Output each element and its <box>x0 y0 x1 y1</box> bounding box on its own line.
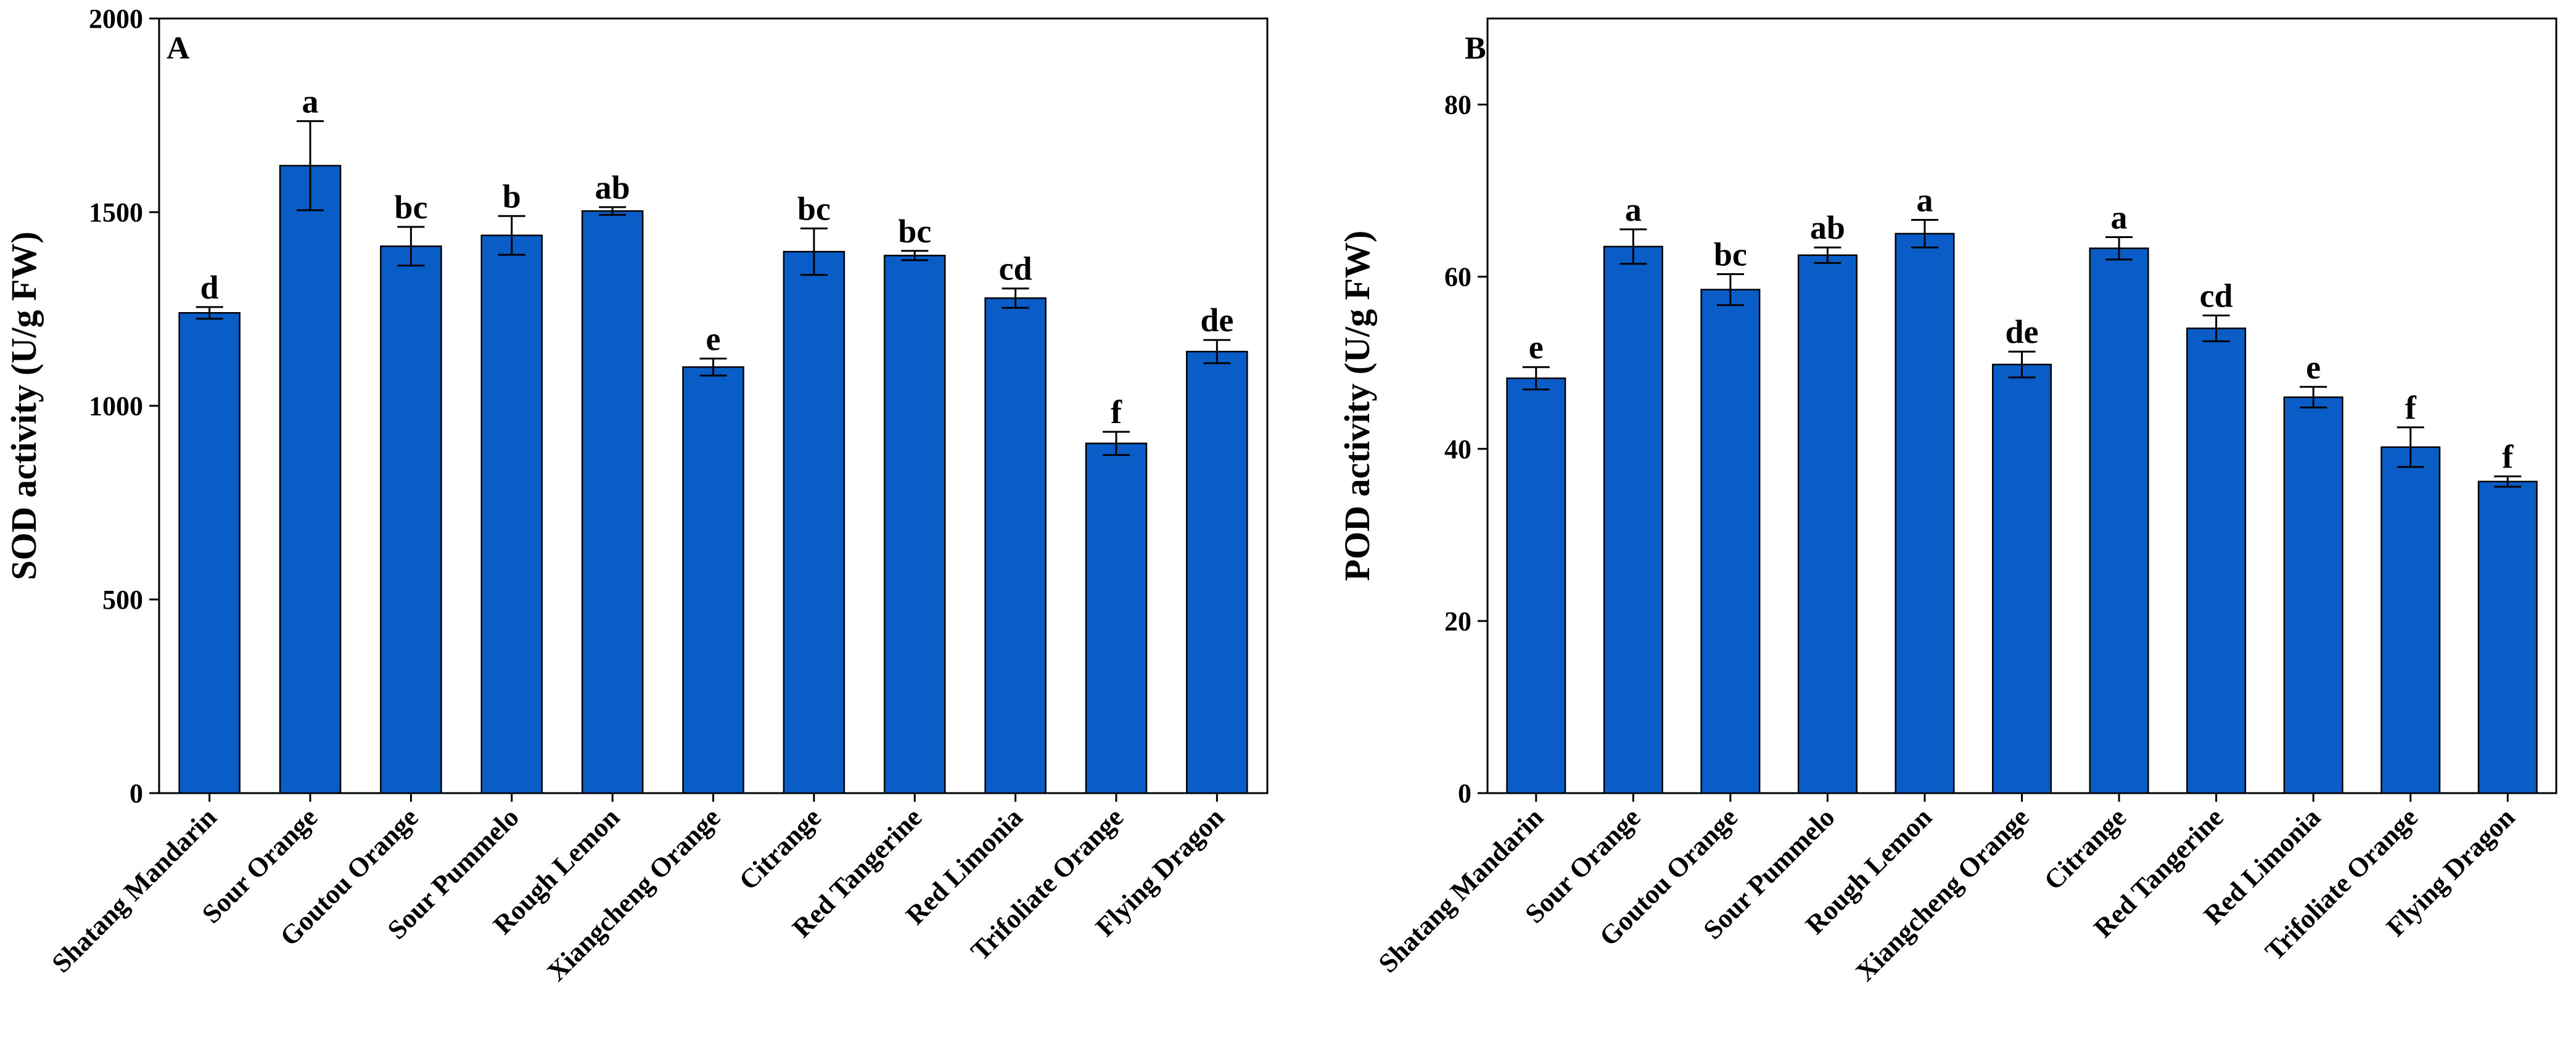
bar <box>1085 442 1148 794</box>
bar <box>279 165 342 794</box>
significance-label: bc <box>797 190 831 227</box>
bar <box>1700 289 1761 794</box>
bar <box>2186 327 2247 794</box>
bar <box>682 366 744 794</box>
bar <box>2381 446 2441 794</box>
bar <box>1506 377 1566 794</box>
significance-label: ab <box>1810 209 1845 246</box>
bar <box>178 312 241 794</box>
significance-label: bc <box>394 189 427 226</box>
category-label: Xiangcheng Orange <box>541 802 726 987</box>
significance-label: f <box>2405 389 2417 426</box>
bar <box>380 245 442 794</box>
chart-b-pod-activity: 0 20 40 60 80 POD activity (U/g FW) Be Shatang … <box>1337 17 2557 987</box>
significance-label: a <box>1625 191 1642 228</box>
significance-label: ab <box>595 169 630 206</box>
bar <box>1991 363 2052 794</box>
y-tick-label: 1500 <box>89 197 143 228</box>
y-tick-label: 500 <box>102 585 143 615</box>
bar <box>883 255 946 794</box>
significance-label: f <box>1111 393 1122 430</box>
panel-letter: A <box>167 31 190 66</box>
bar <box>581 210 644 794</box>
bar <box>2089 247 2149 794</box>
bar <box>480 234 543 794</box>
significance-label: a <box>1916 182 1933 219</box>
panel-letter: B <box>1465 31 1486 66</box>
bar <box>783 250 846 794</box>
significance-label: de <box>1200 302 1233 339</box>
y-tick-label: 0 <box>130 778 143 809</box>
y-tick-label: 0 <box>1458 778 1471 809</box>
category-label: Shatang Mandarin <box>46 802 223 978</box>
significance-label: d <box>200 269 219 306</box>
significance-label: a <box>2111 199 2128 236</box>
significance-label: cd <box>2200 277 2233 314</box>
significance-label: de <box>2006 313 2039 350</box>
y-tick-label: 60 <box>1444 262 1471 292</box>
significance-label: e <box>706 320 721 357</box>
y-axis-title: SOD activity (U/g FW) <box>4 231 44 580</box>
bar <box>1186 350 1248 794</box>
significance-label: b <box>503 178 521 215</box>
y-tick-label: 1000 <box>89 391 143 421</box>
bar <box>2283 396 2344 794</box>
significance-label: bc <box>898 213 931 250</box>
bar <box>1603 245 1663 794</box>
y-axis-title: POD activity (U/g FW) <box>1337 231 1377 582</box>
y-tick-label: 40 <box>1444 434 1471 464</box>
chart-a-sod-activity: 0 500 1000 1500 2000 SOD activity (U/g FW) Ad S… <box>4 4 1269 987</box>
category-label: Shatang Mandarin <box>1373 802 1549 978</box>
category-label: Citrange <box>2038 802 2132 896</box>
y-tick-label: 2000 <box>89 4 143 34</box>
significance-label: f <box>2502 438 2514 475</box>
significance-label: bc <box>1714 236 1747 273</box>
bar <box>1797 254 1858 794</box>
bar <box>2477 480 2538 794</box>
category-label: Xiangcheng Orange <box>1850 802 2035 987</box>
y-tick-label: 20 <box>1444 606 1471 636</box>
y-tick-label: 80 <box>1444 90 1471 120</box>
significance-label: e <box>2306 348 2321 385</box>
significance-label: cd <box>999 250 1032 287</box>
bar <box>984 297 1047 794</box>
bar <box>1895 233 1955 794</box>
significance-label: e <box>1529 329 1544 366</box>
category-label: Citrange <box>733 802 827 896</box>
significance-label: a <box>302 83 319 120</box>
